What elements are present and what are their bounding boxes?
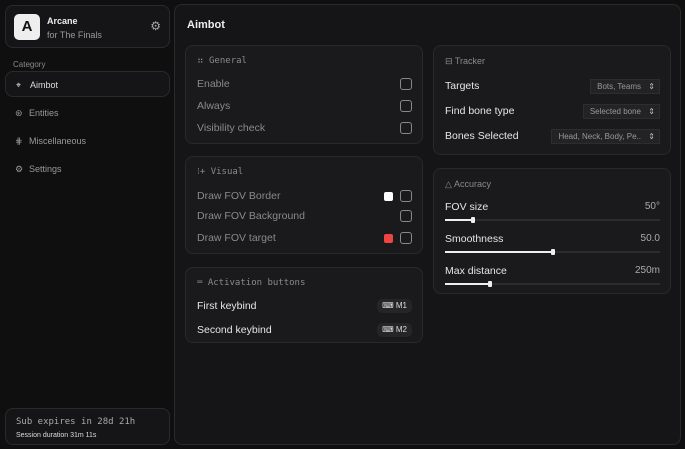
activation-card: ⌨ Activation buttons First keybind ⌨ M1 S… [185, 267, 423, 343]
fov-size-slider[interactable]: FOV size 50° [445, 201, 660, 231]
bones-selected-select[interactable]: Head, Neck, Body, Pe.. ⇕ [551, 129, 660, 144]
always-row: Always [197, 97, 412, 115]
first-keybind-button[interactable]: ⌨ M1 [377, 299, 412, 313]
second-keybind-row: Second keybind ⌨ M2 [197, 321, 412, 339]
app-logo: A [14, 14, 40, 40]
sidebar-item-entities[interactable]: ⊛ Entities [5, 100, 170, 126]
draw-fov-target-row: Draw FOV target [197, 229, 412, 247]
app-subtitle: for The Finals [47, 30, 102, 40]
visual-icon: ⁝+ [197, 167, 211, 177]
triangle-icon: △ [445, 179, 454, 189]
card-header: ⌨ Activation buttons [197, 278, 306, 288]
bones-selected-row: Bones Selected Head, Neck, Body, Pe.. ⇕ [445, 127, 660, 145]
draw-fov-target-checkbox[interactable] [400, 232, 412, 244]
tracker-card: ⊟ Tracker Targets Bots, Teams ⇕ Find bone … [433, 45, 671, 155]
sidebar-item-label: Miscellaneous [29, 136, 87, 146]
sidebar-item-miscellaneous[interactable]: ⋕ Miscellaneous [5, 128, 170, 154]
category-label: Category [13, 60, 46, 69]
accuracy-card: △ Accuracy FOV size 50° Smoothness 50.0 Ma… [433, 168, 671, 294]
always-checkbox[interactable] [400, 100, 412, 112]
sidebar-item-label: Entities [29, 108, 59, 118]
misc-icon: ⋕ [15, 136, 23, 146]
targets-row: Targets Bots, Teams ⇕ [445, 77, 660, 95]
sidebar-item-settings[interactable]: ⚙ Settings [5, 156, 170, 182]
card-header: ⠶ General [197, 56, 247, 66]
visibility-check-checkbox[interactable] [400, 122, 412, 134]
enable-row: Enable [197, 75, 412, 93]
subscription-card: Sub expires in 28d 21h Session duration … [5, 408, 170, 445]
session-duration: Session duration 31m 11s [16, 432, 97, 439]
gear-icon: ⚙ [15, 164, 24, 174]
card-header: △ Accuracy [445, 179, 491, 189]
page-title: Aimbot [187, 19, 225, 31]
sidebar-item-label: Settings [29, 164, 62, 174]
second-keybind-button[interactable]: ⌨ M2 [377, 323, 412, 337]
visual-card: ⁝+ Visual Draw FOV Border Draw FOV Backg… [185, 156, 423, 254]
max-distance-slider[interactable]: Max distance 250m [445, 265, 660, 295]
subscription-expiry: Sub expires in 28d 21h [16, 417, 136, 427]
color-swatch[interactable] [384, 234, 393, 243]
draw-fov-background-row: Draw FOV Background [197, 207, 412, 225]
brand-card: A Arcane for The Finals ⚙ [5, 5, 170, 48]
sidebar-item-aimbot[interactable]: ⌖ Aimbot [5, 71, 170, 97]
entity-icon: ⊛ [15, 108, 23, 118]
targets-select[interactable]: Bots, Teams ⇕ [590, 79, 660, 94]
color-swatch[interactable] [384, 192, 393, 201]
chevron-updown-icon: ⇕ [648, 107, 655, 116]
general-card: ⠶ General Enable Always Visibility check [185, 45, 423, 144]
draw-fov-border-checkbox[interactable] [400, 190, 412, 202]
draw-fov-border-row: Draw FOV Border [197, 187, 412, 205]
find-bone-type-row: Find bone type Selected bone ⇕ [445, 102, 660, 120]
tracker-icon: ⊟ [445, 56, 455, 66]
card-header: ⊟ Tracker [445, 56, 486, 66]
grid-icon: ⠶ [197, 56, 210, 66]
chevron-updown-icon: ⇕ [648, 82, 655, 91]
crosshair-icon: ⌖ [16, 80, 22, 90]
enable-checkbox[interactable] [400, 78, 412, 90]
draw-fov-background-checkbox[interactable] [400, 210, 412, 222]
sidebar: A Arcane for The Finals ⚙ Category ⌖ Aimb… [4, 4, 171, 445]
smoothness-slider[interactable]: Smoothness 50.0 [445, 233, 660, 263]
app-name: Arcane [47, 16, 78, 26]
sidebar-item-label: Aimbot [30, 80, 59, 90]
visibility-check-row: Visibility check [197, 119, 412, 137]
main-panel: Aimbot ⠶ General Enable Always Visibilit… [174, 4, 681, 445]
settings-gear-icon[interactable]: ⚙ [150, 19, 161, 33]
chevron-updown-icon: ⇕ [648, 132, 655, 141]
find-bone-type-select[interactable]: Selected bone ⇕ [582, 104, 660, 119]
keyboard-icon: ⌨ [197, 278, 208, 288]
card-header: ⁝+ Visual [197, 167, 244, 177]
first-keybind-row: First keybind ⌨ M1 [197, 297, 412, 315]
